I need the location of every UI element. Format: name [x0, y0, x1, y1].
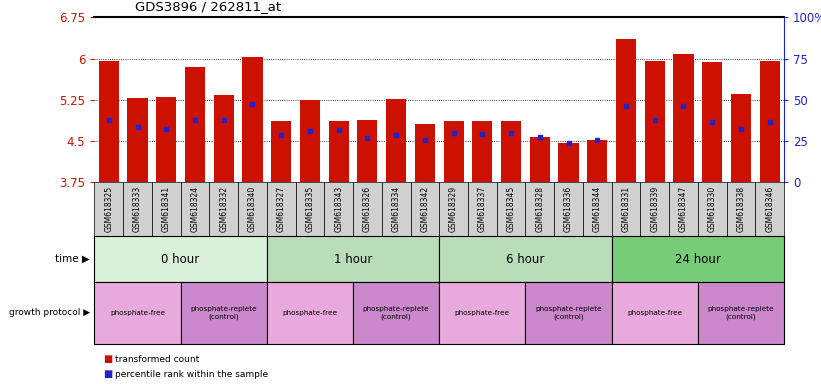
Bar	[501, 121, 521, 182]
Bar	[357, 120, 378, 182]
Bar	[702, 63, 722, 182]
Text: GSM618336: GSM618336	[564, 186, 573, 232]
Bar	[673, 54, 694, 182]
Text: GSM618346: GSM618346	[765, 186, 774, 232]
Text: phosphate-free: phosphate-free	[110, 310, 165, 316]
Text: GSM618345: GSM618345	[507, 186, 516, 232]
Bar	[443, 121, 464, 182]
Text: GSM618341: GSM618341	[162, 186, 171, 232]
Bar	[300, 100, 320, 182]
Bar	[213, 95, 234, 182]
Text: GSM618343: GSM618343	[334, 186, 343, 232]
Text: GSM618329: GSM618329	[449, 186, 458, 232]
Bar	[415, 124, 435, 182]
Text: phosphate-free: phosphate-free	[627, 310, 682, 316]
Text: growth protocol ▶: growth protocol ▶	[9, 308, 90, 318]
Bar	[185, 67, 205, 182]
Text: ■: ■	[103, 369, 112, 379]
Bar	[386, 99, 406, 182]
Text: GSM618344: GSM618344	[593, 186, 602, 232]
Bar	[127, 98, 148, 182]
Text: GSM618330: GSM618330	[708, 186, 717, 232]
Text: GDS3896 / 262811_at: GDS3896 / 262811_at	[135, 0, 282, 13]
Bar	[616, 39, 636, 182]
Text: 6 hour: 6 hour	[507, 253, 544, 266]
Text: GSM618332: GSM618332	[219, 186, 228, 232]
Text: phosphate-replete
(control): phosphate-replete (control)	[535, 306, 602, 320]
Text: 24 hour: 24 hour	[675, 253, 721, 266]
Text: GSM618327: GSM618327	[277, 186, 286, 232]
Text: GSM618335: GSM618335	[305, 186, 314, 232]
Bar	[644, 61, 665, 182]
Text: phosphate-replete
(control): phosphate-replete (control)	[190, 306, 257, 320]
Text: GSM618337: GSM618337	[478, 186, 487, 232]
Text: phosphate-free: phosphate-free	[455, 310, 510, 316]
Text: phosphate-replete
(control): phosphate-replete (control)	[708, 306, 774, 320]
Bar	[587, 140, 608, 182]
Text: GSM618324: GSM618324	[190, 186, 200, 232]
Text: GSM618331: GSM618331	[621, 186, 631, 232]
Text: 1 hour: 1 hour	[334, 253, 372, 266]
Text: GSM618333: GSM618333	[133, 186, 142, 232]
Bar	[271, 121, 291, 182]
Text: GSM618339: GSM618339	[650, 186, 659, 232]
Text: GSM618340: GSM618340	[248, 186, 257, 232]
Bar	[530, 137, 550, 182]
Text: GSM618334: GSM618334	[392, 186, 401, 232]
Text: GSM618326: GSM618326	[363, 186, 372, 232]
Text: time ▶: time ▶	[56, 254, 90, 264]
Text: phosphate-free: phosphate-free	[282, 310, 337, 316]
Text: ■: ■	[103, 354, 112, 364]
Bar	[731, 94, 751, 182]
Bar	[242, 57, 263, 182]
Text: GSM618325: GSM618325	[104, 186, 113, 232]
Text: GSM618328: GSM618328	[535, 186, 544, 232]
Text: GSM618347: GSM618347	[679, 186, 688, 232]
Bar	[99, 61, 119, 182]
Text: phosphate-replete
(control): phosphate-replete (control)	[363, 306, 429, 320]
Text: GSM618342: GSM618342	[420, 186, 429, 232]
Bar	[759, 61, 780, 182]
Bar	[328, 121, 349, 182]
Text: percentile rank within the sample: percentile rank within the sample	[115, 370, 268, 379]
Text: 0 hour: 0 hour	[162, 253, 200, 266]
Text: transformed count: transformed count	[115, 354, 200, 364]
Bar	[472, 121, 493, 182]
Text: GSM618338: GSM618338	[736, 186, 745, 232]
Bar	[156, 96, 177, 182]
Bar	[558, 143, 579, 182]
